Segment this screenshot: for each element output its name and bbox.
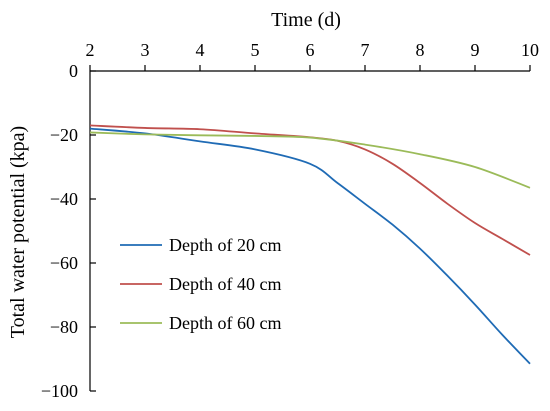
x-tick-label: 8	[416, 40, 425, 60]
y-tick-label: −60	[50, 253, 78, 273]
y-tick-label: −100	[41, 381, 78, 401]
legend: Depth of 20 cm Depth of 40 cm Depth of 60 …	[120, 235, 281, 333]
axes: 2 3 4 5 6 7 8 9 10 0 −20 −40 −60 −80 −100	[41, 40, 539, 401]
series-layer	[89, 124, 531, 365]
x-tick-label: 6	[306, 40, 315, 60]
series-line-3	[89, 131, 531, 189]
series-line-1	[89, 127, 531, 365]
x-tick-label: 2	[86, 40, 95, 60]
legend-label-3: Depth of 60 cm	[169, 313, 281, 333]
x-tick-label: 5	[251, 40, 260, 60]
x-tick-label: 7	[361, 40, 370, 60]
x-tick-label: 9	[471, 40, 480, 60]
y-tick-label: −20	[50, 125, 78, 145]
x-tick-label: 3	[141, 40, 150, 60]
legend-label-1: Depth of 20 cm	[169, 235, 281, 255]
y-axis-title: Total water potential (kpa)	[7, 126, 29, 338]
series-line-2	[89, 124, 531, 256]
y-tick-label: −80	[50, 317, 78, 337]
x-axis-title: Time (d)	[271, 9, 341, 31]
y-tick-label: −40	[50, 189, 78, 209]
legend-label-2: Depth of 40 cm	[169, 274, 281, 294]
y-tick-label: 0	[69, 61, 78, 81]
x-tick-label: 4	[196, 40, 205, 60]
x-tick-label: 10	[521, 40, 539, 60]
